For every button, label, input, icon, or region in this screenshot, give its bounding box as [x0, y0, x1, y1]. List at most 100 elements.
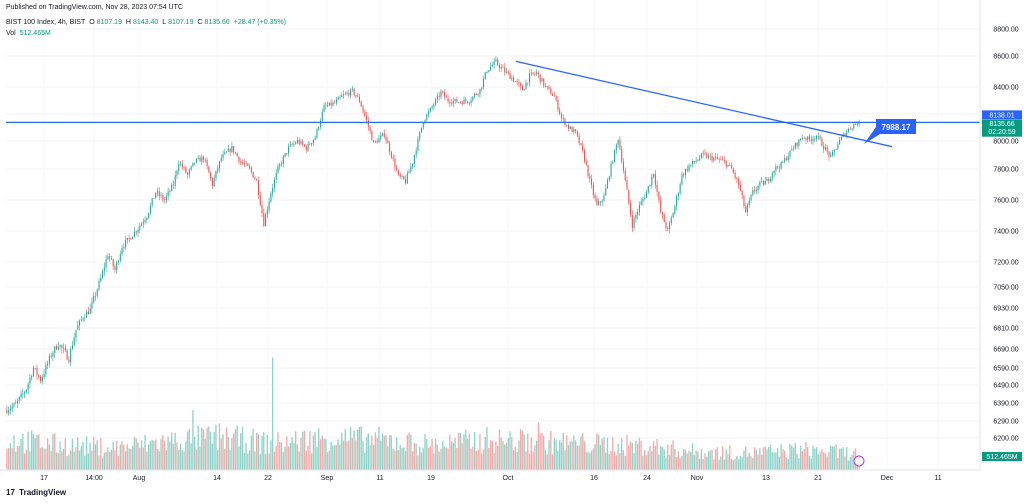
open-label: O: [89, 19, 95, 26]
volume-bar: [408, 432, 410, 470]
volume-bar: [768, 447, 770, 470]
candle-body: [233, 145, 235, 153]
volume-bar: [838, 448, 841, 470]
candle-body: [261, 205, 263, 214]
volume-bar: [743, 450, 745, 470]
price-tick-label: 8800.00: [993, 27, 1018, 34]
volume-bar: [84, 455, 86, 470]
volume-bar: [93, 437, 95, 470]
candle-body: [367, 120, 369, 127]
volume-bar: [287, 446, 290, 470]
volume-bar: [32, 434, 35, 470]
volume-bar: [785, 457, 788, 470]
volume-bar: [376, 437, 378, 470]
volume-bar: [498, 429, 501, 470]
trendline: [515, 60, 893, 148]
close-value: 8135.66: [204, 19, 230, 26]
candle-body: [755, 189, 757, 192]
volume-bar: [511, 436, 513, 470]
volume-bar: [590, 450, 593, 470]
volume-legend[interactable]: Vol 512.465M: [6, 30, 53, 37]
volume-bar: [23, 453, 26, 470]
symbol-title[interactable]: BIST 100 Index, 4h, BIST: [6, 19, 86, 26]
candle-body: [697, 159, 699, 161]
candle-body: [543, 78, 545, 86]
volume-bar: [831, 446, 834, 470]
time-tick-label: 14: [213, 475, 221, 482]
time-tick-label: Oct: [503, 475, 514, 482]
candle-body: [257, 180, 260, 195]
candle-body: [793, 148, 795, 150]
volume-bar: [264, 453, 267, 470]
price-tick-label: 7050.00: [993, 285, 1018, 292]
time-axis[interactable]: 17 14:00 Aug 14 22 Sep 11 19 Oct 16 24 Nov 13 21 Dec 11: [0, 455, 980, 482]
candle-body: [490, 66, 492, 71]
candle-body: [167, 191, 169, 196]
volume-price-tag: [982, 452, 1022, 461]
volume-bar: [732, 460, 734, 470]
volume-bar: [318, 428, 320, 470]
candle-body: [171, 184, 173, 192]
volume-bar: [22, 433, 24, 470]
candle-body: [155, 192, 157, 199]
candle-body: [704, 152, 706, 154]
volume-bar: [135, 438, 137, 470]
candle-body: [187, 172, 189, 175]
volume-bar: [341, 432, 343, 470]
volume-bar: [596, 433, 598, 470]
candle-body: [486, 72, 488, 73]
candle-body: [371, 131, 373, 141]
volume-bar: [762, 447, 765, 470]
time-tick-label: 24: [643, 475, 651, 482]
candle-body: [766, 179, 768, 181]
candle-body: [644, 197, 646, 199]
candle-body: [70, 349, 72, 363]
volume-bar: [323, 438, 325, 470]
volume-bar: [365, 437, 368, 470]
volume-bar: [153, 440, 155, 470]
ohlc-legend[interactable]: BIST 100 Index, 4h, BIST O 8107.19 H 8143.…: [6, 19, 288, 26]
volume-bar: [291, 437, 293, 470]
volume-bar: [346, 441, 348, 470]
candle-body: [502, 66, 504, 68]
candle-body: [677, 193, 679, 197]
candle-body: [350, 89, 352, 96]
candle-body: [713, 157, 715, 161]
candle-body: [560, 113, 563, 118]
event-icon[interactable]: [853, 455, 865, 467]
candle-body: [266, 209, 268, 215]
price-tick-label: 6690.00: [993, 347, 1018, 354]
volume-bar: [241, 426, 244, 470]
tradingview-brand[interactable]: 17 TradingView: [6, 488, 66, 497]
candle-body: [335, 99, 337, 104]
candle-body: [61, 345, 63, 348]
candle-body: [498, 64, 500, 69]
candle-body: [34, 367, 36, 369]
candle-body: [709, 155, 711, 157]
candle-body: [73, 337, 75, 346]
candle-body: [140, 223, 143, 226]
candle-body: [78, 320, 81, 326]
candle-body: [22, 393, 24, 395]
candle-body: [447, 97, 449, 102]
candle-body: [302, 141, 304, 145]
volume-bar: [683, 449, 685, 470]
price-tick-label: 8400.00: [993, 85, 1018, 92]
volume-bar: [307, 445, 309, 470]
volume-bar: [587, 451, 589, 470]
volume-bar: [367, 433, 369, 470]
candle-body: [472, 96, 474, 101]
candle-body: [596, 198, 598, 205]
candle-body: [695, 160, 697, 163]
price-axis[interactable]: 8800.008600.008400.008200.008000.007800.…: [979, 0, 1022, 470]
candle-body: [160, 195, 162, 196]
volume-bar: [289, 442, 292, 470]
candle-body: [523, 88, 525, 91]
volume-bar: [39, 448, 42, 470]
volume-bar: [727, 454, 729, 470]
candle-body: [791, 149, 793, 151]
candle-body: [311, 143, 313, 145]
candle-body: [777, 166, 779, 168]
candle-body: [110, 258, 112, 260]
